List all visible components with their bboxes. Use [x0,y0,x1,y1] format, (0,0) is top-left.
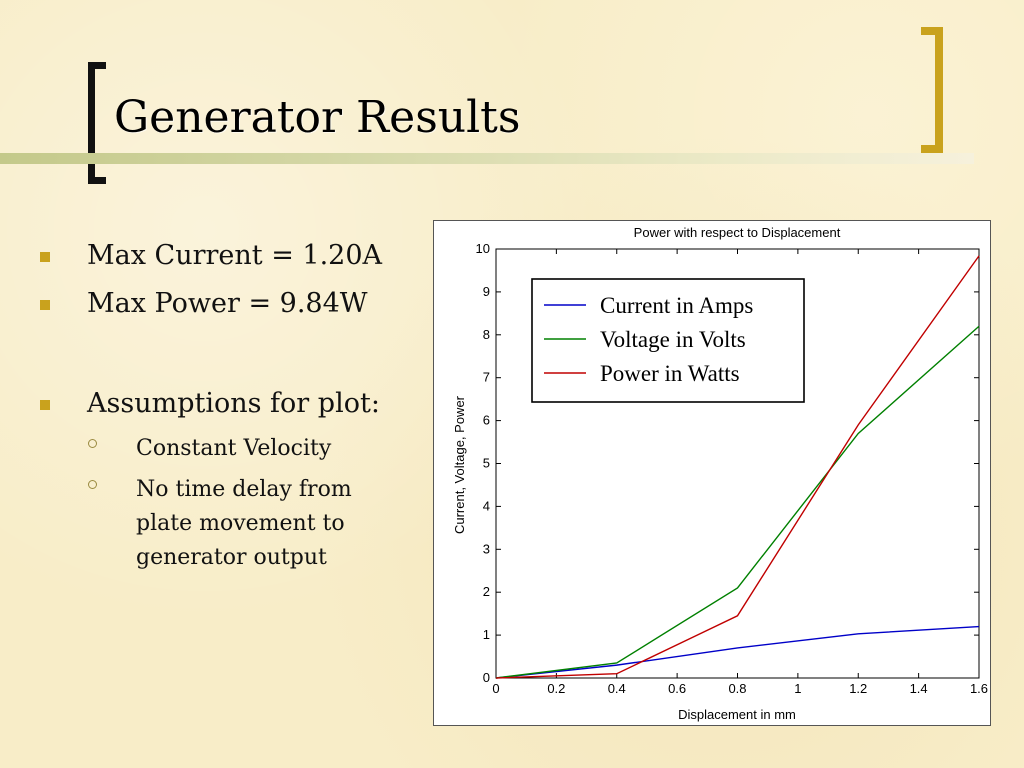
sub-bullet-text: Constant Velocity [136,436,332,461]
title-rule [0,153,974,164]
x-tick-label: 0 [492,681,499,696]
series-line [495,625,980,679]
legend-entry: Power in Watts [600,361,740,386]
y-tick-label: 5 [483,456,490,471]
circle-bullet-icon [88,480,97,489]
x-tick-label: 1 [794,681,801,696]
circle-bullet-icon [88,439,97,448]
y-tick-label: 6 [483,413,490,428]
bullet-text: Max Current = 1.20A [87,240,383,271]
plot-area: 0 0.2 0.4 0.6 0.8 1 1.2 1.4 1.6 0 1 2 3 4 5 6 7 8 9 10 Curre… [476,241,989,696]
y-tick-label: 1 [483,627,490,642]
y-axis-label: Current, Voltage, Power [452,395,467,534]
x-tick-label: 1.2 [849,681,867,696]
y-tick-label: 0 [483,670,490,685]
chart-title: Power with respect to Displacement [634,225,841,240]
legend-entry: Voltage in Volts [600,327,746,352]
y-tick-label: 8 [483,327,490,342]
x-tick-label: 0.2 [547,681,565,696]
chart-figure: Power with respect to Displacement Displ… [433,220,991,726]
legend-entry: Current in Amps [600,293,753,318]
title-right-bracket [921,27,943,153]
x-tick-label: 1.6 [970,681,988,696]
line-chart: Power with respect to Displacement Displ… [452,225,989,722]
title-left-bracket [88,62,106,184]
x-tick-label: 0.4 [608,681,626,696]
x-tick-label: 1.4 [910,681,928,696]
square-bullet-icon [40,400,50,410]
y-tick-label: 9 [483,284,490,299]
y-tick-label: 7 [483,370,490,385]
bullet-text: Max Power = 9.84W [87,288,368,319]
x-tick-label: 0.8 [728,681,746,696]
square-bullet-icon [40,252,50,262]
legend-box [531,278,805,403]
y-tick-label: 3 [483,541,490,556]
y-tick-label: 10 [476,241,490,256]
series-line [495,255,980,679]
bullet-text: Assumptions for plot: [87,388,380,419]
x-axis-label: Displacement in mm [678,707,796,722]
x-tick-label: 0.6 [668,681,686,696]
y-tick-label: 2 [483,584,490,599]
slide-title: Generator Results [114,92,521,143]
square-bullet-icon [40,300,50,310]
y-tick-label: 4 [483,498,490,513]
sub-bullet-text: No time delay from plate movement to gen… [136,477,352,570]
series-line [495,325,980,679]
